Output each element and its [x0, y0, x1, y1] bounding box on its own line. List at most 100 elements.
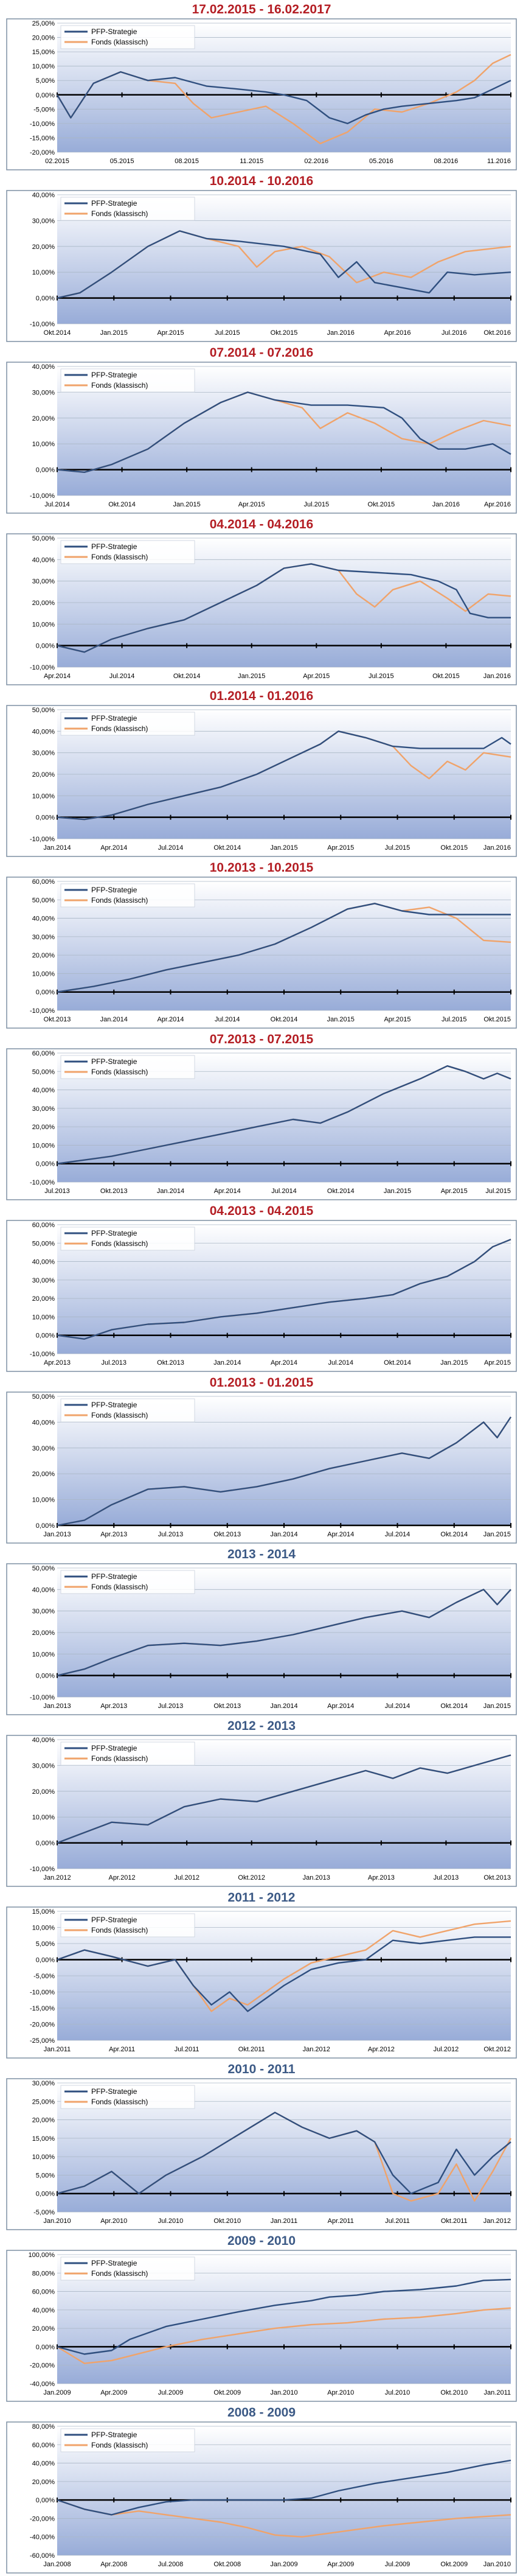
- x-tick-label: Jan.2015: [440, 1359, 468, 1367]
- x-tick-label: Apr.2015: [238, 501, 265, 508]
- legend-box: [60, 883, 195, 908]
- y-tick-label: 40,00%: [32, 915, 55, 923]
- x-tick-label: Okt.2012: [483, 2046, 511, 2053]
- x-tick-label: Okt.2008: [213, 2561, 241, 2568]
- x-tick-label: Apr.2014: [327, 1531, 354, 1538]
- chart-title: 2011 - 2012: [227, 1891, 296, 1905]
- x-tick-label: Jul.2016: [442, 329, 467, 337]
- chart-title: 2013 - 2014: [227, 1547, 296, 1561]
- y-tick-label: 0,00%: [36, 989, 55, 996]
- x-tick-label: 11.2015: [240, 158, 263, 165]
- y-tick-label: 40,00%: [32, 1737, 55, 1744]
- x-tick-label: Okt.2014: [108, 501, 136, 508]
- x-tick-label: Apr.2014: [100, 844, 127, 852]
- legend-label: PFP-Strategie: [91, 199, 137, 208]
- legend-label: Fonds (klassisch): [91, 2269, 148, 2278]
- x-tick-label: Jan.2015: [100, 329, 128, 337]
- x-tick-label: Okt.2014: [440, 1703, 468, 1710]
- x-tick-label: 08.2015: [175, 158, 199, 165]
- x-tick-label: Jul.2008: [158, 2561, 184, 2568]
- x-tick-label: Jul.2014: [385, 1703, 410, 1710]
- x-tick-label: Jan.2015: [173, 501, 201, 508]
- x-tick-label: Jul.2014: [109, 673, 135, 680]
- x-tick-label: Jan.2015: [483, 1703, 511, 1710]
- y-tick-label: 10,00%: [32, 1925, 55, 1932]
- x-tick-label: Jan.2012: [43, 1874, 71, 1881]
- line-chart: -20,00% -15,00% -10,00% -5,00% 0,00% 5,00% 10,…: [6, 18, 517, 170]
- x-tick-label: Jan.2010: [270, 2389, 297, 2396]
- y-tick-label: 20,00%: [32, 1124, 55, 1131]
- x-tick-label: Apr.2015: [157, 329, 184, 337]
- x-tick-label: Jan.2014: [270, 1703, 297, 1710]
- x-tick-label: Apr.2009: [327, 2561, 354, 2568]
- series-line-pfp-strategie: [57, 730, 511, 821]
- legend-box: [60, 368, 195, 393]
- y-tick-label: 40,00%: [32, 363, 55, 371]
- chart-title: 10.2014 - 10.2016: [209, 174, 314, 188]
- y-tick-label: 20,00%: [32, 1788, 55, 1796]
- x-tick-label: Jan.2015: [483, 1531, 511, 1538]
- y-tick-label: 80,00%: [32, 2423, 55, 2431]
- y-tick-label: 30,00%: [32, 1105, 55, 1113]
- y-tick-label: -20,00%: [30, 2515, 55, 2522]
- y-tick-label: 10,00%: [32, 441, 55, 448]
- chart-panel: 01.2013 - 01.2015 0,00% 10,00% 20,00% 30,00%…: [0, 1376, 523, 1545]
- chart-title: 17.02.2015 - 16.02.2017: [192, 2, 331, 16]
- x-tick-label: Apr.2015: [441, 1188, 468, 1195]
- legend-box: [60, 197, 195, 221]
- y-tick-label: -5,00%: [33, 106, 55, 113]
- legend: PFP-Strategie Fonds (klassisch): [60, 1398, 195, 1423]
- y-tick-label: 15,00%: [32, 2135, 55, 2143]
- legend-label: Fonds (klassisch): [91, 1068, 148, 1076]
- series-line-pfp-strategie: [57, 2459, 511, 2516]
- x-tick-label: Jan.2013: [303, 1874, 330, 1881]
- x-tick-label: Jul.2011: [175, 2046, 199, 2053]
- y-tick-label: 10,00%: [32, 2154, 55, 2161]
- chart-panel: 04.2013 - 04.2015 -10,00% 0,00% 10,00% 20,00…: [0, 1204, 523, 1373]
- series-line-fonds: [57, 2499, 511, 2538]
- y-tick-label: 20,00%: [32, 2117, 55, 2124]
- legend-label: Fonds (klassisch): [91, 1754, 148, 1763]
- chart-panel: 2008 - 2009 -60,00% -40,00% -20,00% 0,00% 20,…: [0, 2406, 523, 2575]
- x-tick-label: Apr.2011: [328, 2217, 354, 2225]
- y-tick-label: 0,00%: [36, 1673, 55, 1680]
- x-tick-label: Apr.2013: [368, 1874, 395, 1881]
- line-chart: -10,00% 0,00% 10,00% 20,00% 30,00% 40,00% 50,0…: [6, 533, 517, 685]
- y-tick-label: 20,00%: [32, 243, 55, 251]
- y-tick-label: -10,00%: [30, 664, 55, 671]
- legend-label: Fonds (klassisch): [91, 1926, 148, 1934]
- series-line-pfp-strategie: [57, 391, 511, 473]
- y-tick-label: -5,00%: [33, 1973, 55, 1980]
- y-tick-label: -10,00%: [30, 1866, 55, 1873]
- legend-label: Fonds (klassisch): [91, 553, 148, 561]
- legend-label: Fonds (klassisch): [91, 1583, 148, 1591]
- legend-label: PFP-Strategie: [91, 714, 137, 723]
- legend-box: [60, 25, 195, 49]
- legend-box: [60, 1398, 195, 1423]
- y-tick-label: 0,00%: [36, 1957, 55, 1964]
- y-tick-label: 50,00%: [32, 897, 55, 904]
- x-tick-label: Okt.2014: [213, 844, 241, 852]
- line-chart: -10,00% 0,00% 10,00% 20,00% 30,00% 40,00% 50,0…: [6, 1048, 517, 1200]
- x-tick-label: Okt.2014: [271, 1016, 298, 1023]
- legend: PFP-Strategie Fonds (klassisch): [60, 1227, 195, 1251]
- y-tick-label: 30,00%: [32, 217, 55, 225]
- y-tick-label: 0,00%: [36, 643, 55, 650]
- legend: PFP-Strategie Fonds (klassisch): [60, 1055, 195, 1079]
- y-tick-label: 20,00%: [32, 1629, 55, 1637]
- chart-title: 2012 - 2013: [227, 1719, 296, 1733]
- x-tick-label: Okt.2011: [441, 2217, 468, 2225]
- line-chart: -10,00% 0,00% 10,00% 20,00% 30,00% 40,00% Jan.…: [6, 1735, 517, 1887]
- legend: PFP-Strategie Fonds (klassisch): [60, 1570, 195, 1594]
- line-chart: -10,00% 0,00% 10,00% 20,00% 30,00% 40,00% 50,0…: [6, 705, 517, 857]
- x-tick-label: Jan.2013: [43, 1703, 71, 1710]
- y-tick-label: 10,00%: [32, 269, 55, 276]
- legend-label: PFP-Strategie: [91, 1057, 137, 1066]
- x-tick-label: Okt.2012: [238, 1874, 265, 1881]
- chart-panel: 2011 - 2012 -25,00% -20,00% -15,00% -10,00% -…: [0, 1891, 523, 2060]
- legend: PFP-Strategie Fonds (klassisch): [60, 883, 195, 908]
- x-tick-label: Okt.2014: [384, 1359, 411, 1367]
- x-tick-label: Jul.2012: [174, 1874, 199, 1881]
- legend-box: [60, 2428, 195, 2452]
- x-tick-label: Okt.2013: [100, 1188, 128, 1195]
